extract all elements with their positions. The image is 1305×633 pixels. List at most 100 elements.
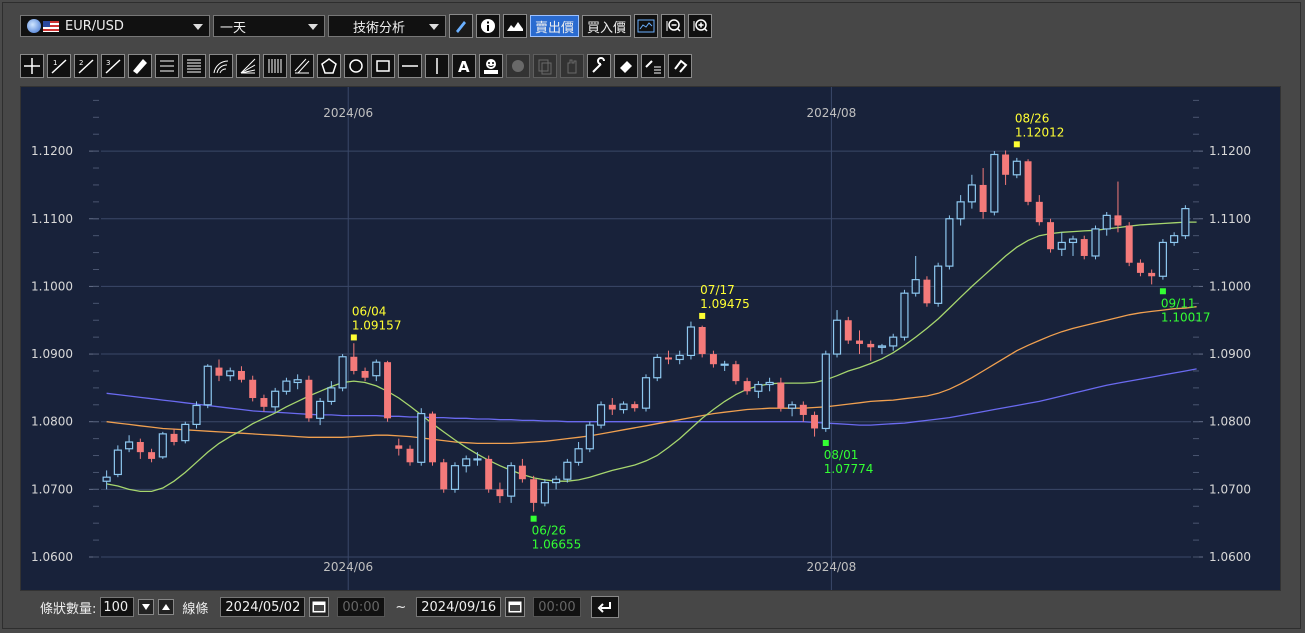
candle-body bbox=[361, 370, 369, 378]
candle-body bbox=[338, 356, 347, 389]
candle-body bbox=[619, 403, 628, 411]
candle-body bbox=[473, 458, 482, 461]
svg-text:1: 1 bbox=[53, 59, 57, 67]
start-time-input[interactable]: 00:00 bbox=[337, 597, 386, 617]
candle-body bbox=[518, 465, 526, 480]
indicator-button[interactable] bbox=[634, 14, 659, 38]
draw-pen-button[interactable] bbox=[449, 14, 473, 38]
settings-tool[interactable] bbox=[587, 54, 611, 78]
annotation-date: 09/11 bbox=[1161, 296, 1196, 310]
zoom-in-button[interactable] bbox=[688, 14, 713, 38]
chart-canvas: 1.0600 1.0600 1.0700 1.0700 1.0800 1.0800 1.09… bbox=[31, 87, 1251, 590]
analysis-select[interactable]: 技術分析 bbox=[328, 15, 446, 37]
period-label: 一天 bbox=[220, 20, 247, 36]
candle-body bbox=[170, 433, 178, 442]
horizontal-line-tool[interactable] bbox=[398, 54, 422, 78]
rectangle-tool[interactable] bbox=[371, 54, 395, 78]
circle-tool[interactable] bbox=[344, 54, 368, 78]
bar-count-input[interactable]: 100 bbox=[100, 597, 135, 617]
count-down-button[interactable] bbox=[138, 599, 155, 615]
vertical-line-tool[interactable] bbox=[425, 54, 449, 78]
channel-tool[interactable] bbox=[290, 54, 314, 78]
pointer-tool[interactable] bbox=[506, 54, 530, 78]
ruler-tool[interactable] bbox=[128, 54, 152, 78]
crosshair-tool[interactable] bbox=[20, 54, 44, 78]
trendline-3-tool[interactable]: 3 bbox=[101, 54, 125, 78]
annotation-date: 06/26 bbox=[532, 524, 567, 538]
count-up-button[interactable] bbox=[158, 599, 175, 615]
extreme-marker bbox=[530, 515, 537, 522]
candle-body bbox=[698, 327, 706, 355]
apply-button[interactable] bbox=[591, 596, 620, 618]
icon-tool[interactable] bbox=[479, 54, 503, 78]
candle-body bbox=[148, 452, 156, 459]
copy-tool[interactable] bbox=[533, 54, 557, 78]
fibonacci-arc-tool[interactable] bbox=[209, 54, 233, 78]
moving-average-short bbox=[106, 221, 1197, 493]
candle-body bbox=[305, 379, 313, 419]
candle-body bbox=[1024, 161, 1032, 202]
trendline-2-tool[interactable]: 2 bbox=[74, 54, 98, 78]
candle-body bbox=[485, 458, 493, 490]
candle-body bbox=[113, 449, 122, 476]
chevron-down-icon bbox=[193, 24, 203, 30]
sell-price-button[interactable]: 賣出價 bbox=[530, 15, 580, 37]
trendline-1-tool[interactable]: 1 bbox=[47, 54, 71, 78]
candle-body bbox=[282, 380, 291, 392]
fan-lines-tool[interactable] bbox=[236, 54, 260, 78]
extreme-marker bbox=[699, 312, 706, 319]
chart-type-button[interactable] bbox=[503, 14, 527, 38]
y-tick-label: 1.0700 bbox=[31, 482, 73, 496]
analysis-label: 技術分析 bbox=[352, 20, 405, 36]
y-tick-label: 1.1100 bbox=[1209, 212, 1251, 226]
candle-body bbox=[293, 379, 302, 384]
main-toolbar: EUR/USD 一天 技術分析 賣出價 買入價 bbox=[20, 14, 713, 38]
price-chart[interactable]: 1.0600 1.0600 1.0700 1.0700 1.0800 1.0800 1.09… bbox=[20, 86, 1281, 591]
period-select[interactable]: 一天 bbox=[213, 15, 325, 37]
candle-body bbox=[1114, 215, 1122, 226]
eraser-tool[interactable] bbox=[614, 54, 638, 78]
vertical-line-icon bbox=[436, 58, 438, 74]
text-tool[interactable]: A bbox=[452, 54, 476, 78]
drawing-toolbar: 1 2 3 A bbox=[20, 54, 692, 78]
candle-body bbox=[203, 365, 212, 406]
multi-lines-tool[interactable] bbox=[182, 54, 206, 78]
candle-body bbox=[395, 445, 403, 449]
x-label-bottom: 2024/06 bbox=[323, 560, 373, 574]
candle-body bbox=[889, 336, 898, 347]
range-separator: ~ bbox=[395, 599, 407, 615]
properties-tool[interactable] bbox=[641, 54, 665, 78]
hand-tool[interactable] bbox=[560, 54, 584, 78]
pointer-icon bbox=[512, 60, 524, 72]
pen-icon bbox=[456, 21, 466, 33]
candle-body bbox=[563, 461, 572, 480]
candle-body bbox=[1068, 238, 1078, 244]
info-button[interactable] bbox=[476, 14, 500, 38]
start-date-input[interactable]: 2024/05/02 bbox=[220, 597, 306, 617]
candle-body bbox=[384, 362, 392, 419]
moving-average-long bbox=[106, 368, 1197, 426]
end-date-input[interactable]: 2024/09/16 bbox=[416, 597, 502, 617]
start-calendar-button[interactable] bbox=[309, 597, 330, 617]
candle-body bbox=[1012, 160, 1021, 176]
candle-body bbox=[1047, 222, 1055, 250]
horizontal-lines-tool[interactable] bbox=[155, 54, 179, 78]
bar-count-label: 條狀數量: bbox=[40, 601, 97, 617]
fibonacci-arc-icon bbox=[213, 60, 229, 74]
eraser-icon bbox=[620, 61, 632, 73]
end-calendar-button[interactable] bbox=[505, 597, 526, 617]
end-time-input[interactable]: 00:00 bbox=[533, 597, 582, 617]
trendline-icon: 3 bbox=[105, 59, 121, 74]
symbol-select[interactable]: EUR/USD bbox=[20, 15, 210, 37]
candle-body bbox=[1170, 235, 1179, 244]
vertical-lines-tool[interactable] bbox=[263, 54, 287, 78]
buy-price-button[interactable]: 買入價 bbox=[582, 15, 632, 37]
candle-body bbox=[316, 400, 325, 419]
magnet-tool[interactable] bbox=[668, 54, 692, 78]
extreme-marker bbox=[822, 439, 829, 446]
polygon-tool[interactable] bbox=[317, 54, 341, 78]
y-tick-label: 1.0900 bbox=[1209, 347, 1251, 361]
candle-body bbox=[743, 381, 751, 392]
candle-body bbox=[350, 356, 358, 371]
zoom-out-button[interactable] bbox=[661, 14, 686, 38]
